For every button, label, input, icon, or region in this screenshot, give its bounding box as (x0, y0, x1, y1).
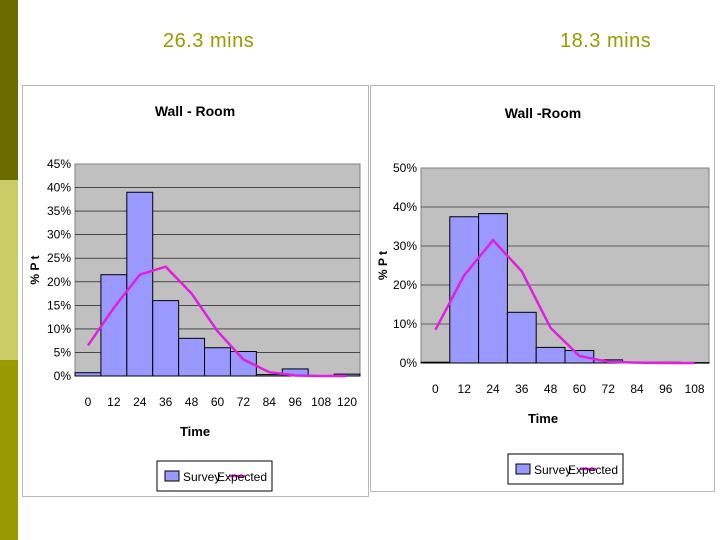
line-expected (86, 265, 347, 378)
y-tick-label: 0% (400, 356, 418, 370)
legend-swatch-survey (164, 470, 180, 482)
y-tick-label: 10% (393, 317, 417, 331)
x-tick-label: 48 (544, 382, 558, 396)
legend-swatch-survey (515, 463, 531, 475)
y-tick-label: 10% (47, 322, 71, 336)
x-tick-label: 36 (515, 382, 529, 396)
y-tick-label: 40% (393, 200, 417, 214)
x-tick-label: 72 (237, 395, 251, 409)
x-tick-label: 96 (289, 395, 303, 409)
chart-title: Wall -Room (505, 105, 581, 121)
legend-label-expected: Expected (568, 463, 618, 477)
bar-survey-24 (126, 191, 154, 377)
x-tick-label: 12 (107, 395, 121, 409)
chart-right: 0% 10% 20% 30% 40% 50% 0 12 24 36 48 60 72 84 96 108 Wal… (376, 105, 710, 485)
chart-panel-right: 0% 10% 20% 30% 40% 50% 0 12 24 36 48 60 72 84 96 108 Wal… (370, 85, 715, 492)
x-axis-label: Time (528, 411, 558, 426)
legend-label-survey: Survey (534, 463, 571, 477)
bar-survey-36 (506, 311, 537, 364)
x-tick-label: 24 (486, 382, 500, 396)
y-tick-label: 30% (393, 239, 417, 253)
bar-survey-0 (420, 361, 451, 364)
y-tick-label: 45% (47, 157, 71, 171)
y-tick-label: 20% (393, 278, 417, 292)
accent-strip-bottom (0, 360, 18, 540)
y-tick-label: 35% (47, 204, 71, 218)
duration-right: 18.3 mins (560, 30, 652, 52)
y-tick-label: 0% (54, 369, 72, 383)
y-tick-label: 15% (47, 298, 71, 312)
bar-survey-12 (449, 216, 480, 364)
bar-survey-36 (152, 300, 180, 377)
x-tick-label: 12 (458, 382, 472, 396)
chart-panel-left: 0% 5% 10% 15% 20% 25% 30% 35% 40% 45% 0 12 24 36 48 60 7… (22, 85, 369, 497)
x-tick-label: 48 (185, 395, 199, 409)
x-tick-label: 120 (337, 395, 357, 409)
x-tick-label: 84 (630, 382, 644, 396)
x-tick-label: 36 (159, 395, 173, 409)
bar-survey-48 (178, 337, 206, 377)
x-tick-label: 0 (85, 395, 92, 409)
x-axis-label: Time (180, 424, 210, 439)
x-tick-label: 60 (211, 395, 225, 409)
legend-label-survey: Survey (183, 470, 220, 484)
x-tick-label: 84 (263, 395, 277, 409)
x-tick-label: 0 (432, 382, 439, 396)
bar-survey-84 (255, 374, 283, 377)
y-axis-label: % P t (376, 251, 390, 280)
x-tick-label: 108 (311, 395, 331, 409)
y-tick-label: 30% (47, 228, 71, 242)
y-tick-label: 50% (393, 161, 417, 175)
bar-survey-24 (478, 213, 508, 364)
legend-label-expected: Expected (217, 470, 267, 484)
x-tick-label: 72 (602, 382, 616, 396)
y-axis-label: % P t (28, 255, 42, 284)
line-expected (434, 238, 695, 365)
y-tick-label: 5% (54, 345, 72, 359)
bar-survey-48 (535, 346, 566, 364)
x-tick-label: 108 (685, 382, 705, 396)
bar-survey-60 (204, 347, 231, 377)
x-tick-label: 24 (133, 395, 147, 409)
accent-strip-top (0, 0, 18, 180)
accent-strip-middle (0, 180, 18, 360)
chart-title: Wall - Room (155, 103, 235, 119)
y-tick-label: 20% (47, 275, 71, 289)
x-tick-label: 60 (573, 382, 587, 396)
y-tick-label: 40% (47, 181, 71, 195)
bar-survey-12 (100, 274, 128, 377)
x-tick-label: 96 (659, 382, 673, 396)
duration-left: 26.3 mins (163, 30, 255, 52)
bar-survey-0 (74, 372, 102, 377)
y-tick-label: 25% (47, 251, 71, 265)
chart-left: 0% 5% 10% 15% 20% 25% 30% 35% 40% 45% 0 12 24 36 48 60 7… (28, 103, 361, 492)
